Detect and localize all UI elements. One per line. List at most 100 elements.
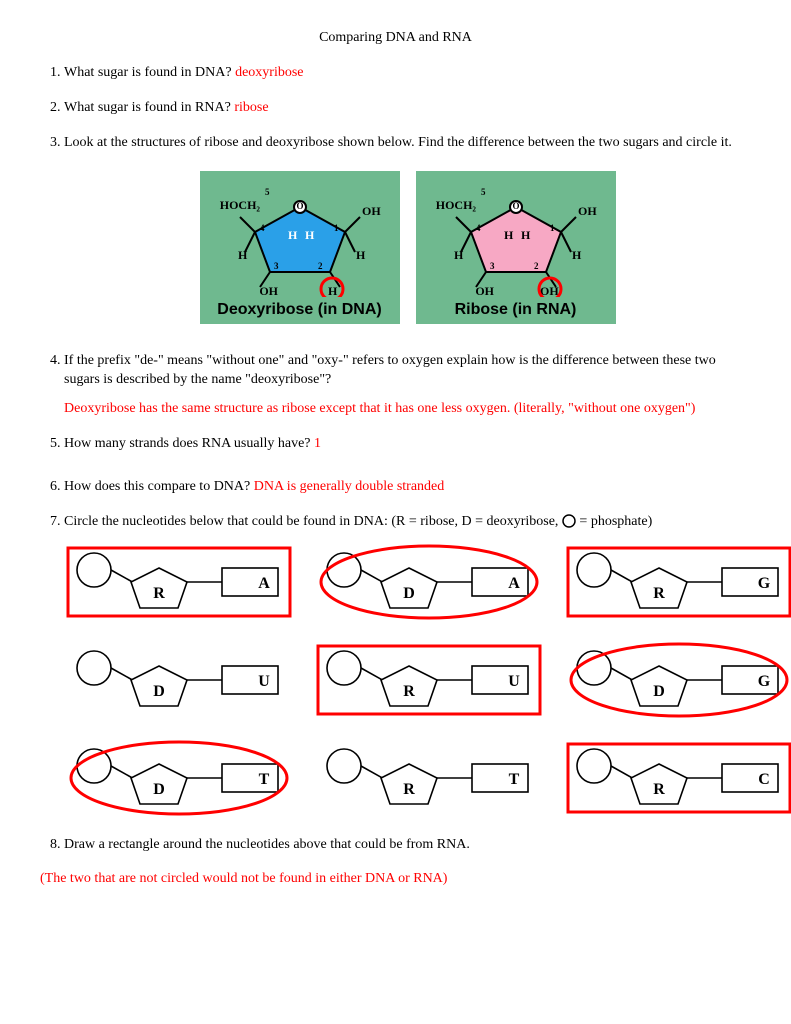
sugar-label: R [653, 585, 665, 602]
phosphate-icon [327, 553, 361, 587]
base-label: C [758, 771, 770, 788]
sugar-label: R [403, 781, 415, 798]
svg-text:OH: OH [475, 284, 494, 297]
svg-text:HOCH₂: HOCH₂ [435, 198, 476, 212]
svg-text:OH: OH [259, 284, 278, 297]
svg-text:OH: OH [540, 284, 559, 297]
svg-text:3: 3 [274, 261, 279, 271]
base-box-icon [472, 764, 528, 792]
q2-text: What sugar is found in RNA? [64, 100, 234, 115]
deoxyribose-svg: O HOCH₂ OH H H H H OH H [210, 177, 390, 297]
q4-text: If the prefix "de-" means "without one" … [64, 353, 716, 387]
nucleotide-cell: D G [564, 640, 791, 720]
sugar-label: R [653, 781, 665, 798]
phosphate-icon [577, 651, 611, 685]
q7-legend: = phosphate) [579, 514, 652, 529]
svg-text:2: 2 [534, 261, 539, 271]
q7-text: Circle the nucleotides below that could … [64, 514, 562, 529]
svg-text:O: O [296, 201, 303, 211]
svg-text:H: H [305, 228, 315, 242]
sugar-label: D [653, 683, 665, 700]
ribose-card: O HOCH₂ OH H H H H OH OH [416, 171, 616, 325]
svg-text:H: H [238, 248, 248, 262]
nucleotide-cell: D A [314, 542, 544, 622]
base-box-icon [222, 764, 278, 792]
svg-text:O: O [512, 201, 519, 211]
svg-text:H: H [521, 228, 531, 242]
phosphate-icon [327, 651, 361, 685]
q1-text: What sugar is found in DNA? [64, 65, 235, 80]
q3-text: Look at the structures of ribose and deo… [64, 135, 732, 150]
nucleotide-svg: R T [314, 738, 544, 818]
nucleotide-cell: D T [64, 738, 294, 818]
nucleotide-cell: R G [564, 542, 791, 622]
base-label: G [758, 673, 771, 690]
q6: How does this compare to DNA? DNA is gen… [64, 478, 751, 497]
nucleotide-grid: R A D A R G [64, 542, 751, 818]
svg-text:H: H [356, 248, 366, 262]
svg-text:OH: OH [362, 204, 381, 218]
phosphate-icon [77, 749, 111, 783]
q8: Draw a rectangle around the nucleotides … [64, 836, 751, 855]
q5-text: How many strands does RNA usually have? [64, 436, 314, 451]
phosphate-icon [77, 553, 111, 587]
sugar-label: R [403, 683, 415, 700]
nucleotide-cell: R A [64, 542, 294, 622]
sugar-label: D [153, 781, 165, 798]
svg-text:4: 4 [476, 223, 481, 233]
svg-text:1: 1 [334, 223, 339, 233]
base-label: T [259, 771, 270, 788]
sugar-label: R [153, 585, 165, 602]
base-label: A [508, 575, 520, 592]
svg-text:H: H [288, 228, 298, 242]
deoxyribose-card: O HOCH₂ OH H H H H OH H [200, 171, 400, 325]
sugar-label: D [403, 585, 415, 602]
nucleotide-cell: D U [64, 640, 294, 720]
phosphate-icon [77, 651, 111, 685]
svg-text:2: 2 [318, 261, 323, 271]
q6-answer: DNA is generally double stranded [254, 479, 445, 494]
q8-text: Draw a rectangle around the nucleotides … [64, 837, 470, 852]
base-label: T [509, 771, 520, 788]
svg-text:H: H [328, 284, 338, 297]
q1: What sugar is found in DNA? deoxyribose [64, 64, 751, 83]
ribose-svg: O HOCH₂ OH H H H H OH OH [426, 177, 606, 297]
q7: Circle the nucleotides below that could … [64, 513, 751, 818]
nucleotide-svg: D A [314, 542, 544, 622]
nucleotide-svg: D U [64, 640, 294, 720]
sugar-diagrams: O HOCH₂ OH H H H H OH H [64, 171, 751, 325]
page-title: Comparing DNA and RNA [40, 30, 751, 46]
phosphate-legend-icon [562, 514, 576, 528]
ribose-caption: Ribose (in RNA) [422, 299, 610, 321]
svg-text:H: H [454, 248, 464, 262]
footer-answer: (The two that are not circled would not … [40, 871, 751, 887]
q5: How many strands does RNA usually have? … [64, 435, 751, 454]
svg-text:HOCH₂: HOCH₂ [219, 198, 260, 212]
base-label: G [758, 575, 771, 592]
nucleotide-svg: R G [564, 542, 791, 622]
svg-text:5: 5 [481, 187, 486, 197]
svg-text:3: 3 [490, 261, 495, 271]
question-list: What sugar is found in DNA? deoxyribose … [40, 64, 751, 855]
q3: Look at the structures of ribose and deo… [64, 134, 751, 324]
svg-text:4: 4 [260, 223, 265, 233]
base-label: U [508, 673, 520, 690]
svg-text:H: H [504, 228, 514, 242]
base-label: A [258, 575, 270, 592]
q4: If the prefix "de-" means "without one" … [64, 352, 751, 419]
svg-text:H: H [572, 248, 582, 262]
nucleotide-svg: D T [64, 738, 294, 818]
q5-answer: 1 [314, 436, 321, 451]
q1-answer: deoxyribose [235, 65, 303, 80]
nucleotide-cell: R T [314, 738, 544, 818]
nucleotide-svg: D G [564, 640, 791, 720]
phosphate-icon [577, 553, 611, 587]
nucleotide-svg: R C [564, 738, 791, 818]
deoxyribose-caption: Deoxyribose (in DNA) [206, 299, 394, 321]
q2: What sugar is found in RNA? ribose [64, 99, 751, 118]
nucleotide-cell: R U [314, 640, 544, 720]
q6-text: How does this compare to DNA? [64, 479, 254, 494]
nucleotide-svg: R U [314, 640, 544, 720]
phosphate-icon [577, 749, 611, 783]
nucleotide-svg: R A [64, 542, 294, 622]
